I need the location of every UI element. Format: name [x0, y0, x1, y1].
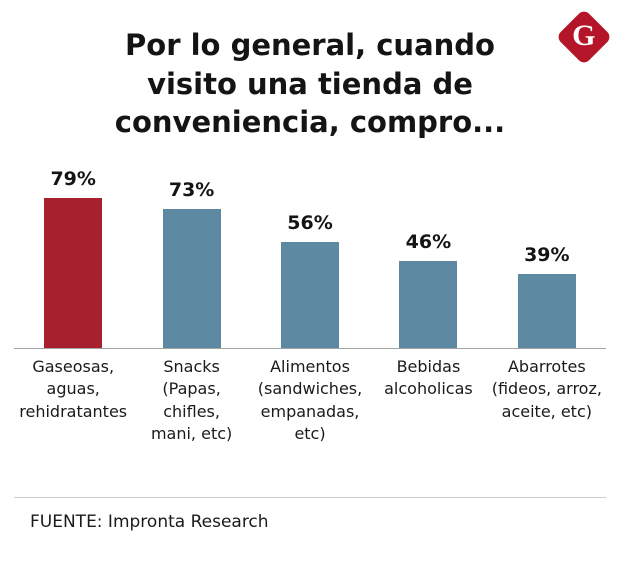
category-label: Bebidas alcoholicas	[384, 357, 473, 399]
category-labels: Gaseosas, aguas, rehidratantes Snacks (Pa…	[14, 356, 606, 446]
bar-value-label: 73%	[168, 179, 215, 201]
footer-divider	[14, 497, 606, 498]
bar-chart: 79% 73% 56% 46% 39%	[14, 0, 606, 349]
bar	[44, 198, 103, 348]
bar-value-label: 56%	[287, 212, 333, 234]
bar-group: 46%	[369, 231, 487, 348]
bar-value-label: 46%	[405, 231, 452, 253]
category-label: Snacks (Papas, chifles, mani, etc)	[150, 357, 233, 444]
chart-title: Por lo general, cuando visito una tienda…	[114, 28, 506, 140]
bar-value-label: 79%	[50, 168, 96, 190]
bar-value-label: 39%	[524, 244, 570, 266]
category-label: Alimentos (sandwiches, empanadas, etc)	[257, 357, 363, 444]
category-label: Abarrotes (fideos, arroz, aceite, etc)	[491, 357, 602, 421]
bar	[517, 274, 576, 348]
bar-group: 73%	[132, 179, 250, 348]
bar-group: 56%	[251, 212, 369, 348]
bar-group: 39%	[488, 244, 606, 348]
bar-group: 79%	[14, 168, 132, 348]
category-label: Gaseosas, aguas, rehidratantes	[19, 357, 128, 421]
bar	[281, 242, 340, 348]
source-caption: FUENTE: Impronta Research	[30, 512, 269, 532]
bar	[399, 261, 458, 348]
bar	[162, 209, 221, 348]
